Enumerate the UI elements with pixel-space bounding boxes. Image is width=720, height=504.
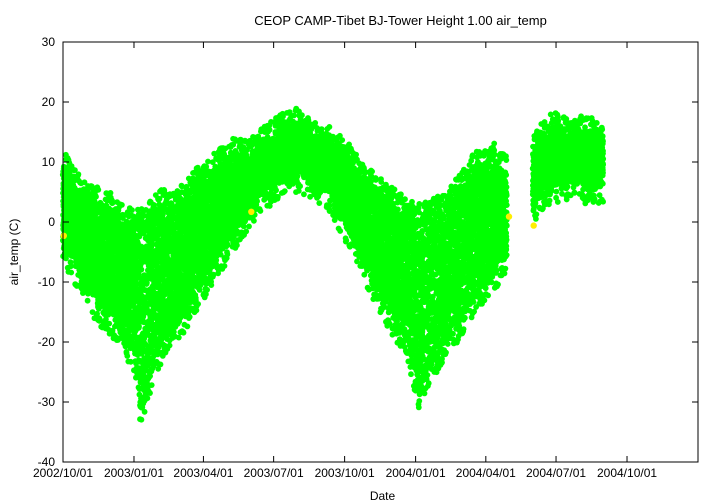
data-point [180,329,187,336]
data-point [157,361,164,368]
data-point [95,186,102,193]
data-point [144,395,151,402]
data-point [221,263,228,269]
data-point [72,167,78,174]
data-point [186,313,193,320]
data-point [243,228,250,235]
data-point [224,251,231,258]
data-point [204,286,211,293]
data-point [138,416,145,423]
data-point [166,342,173,349]
data-point [80,186,87,193]
data-point [141,408,148,415]
data-point [106,320,113,327]
data-point [68,269,75,276]
data-point [175,334,182,341]
data-point [68,263,74,270]
data-point [109,200,116,207]
data-point [81,179,88,186]
data-point [75,171,82,178]
data-point [234,242,240,249]
data-point [138,266,145,273]
data-point [148,382,155,388]
data-point [195,301,202,307]
data-point [184,323,191,330]
data-point [136,323,142,330]
data-point [93,193,99,200]
data-point [147,390,153,396]
data-point [208,282,215,288]
data-point [129,207,135,214]
data-points [59,105,607,423]
data-point [119,202,125,208]
data-point [124,353,131,359]
data-point [84,297,91,304]
